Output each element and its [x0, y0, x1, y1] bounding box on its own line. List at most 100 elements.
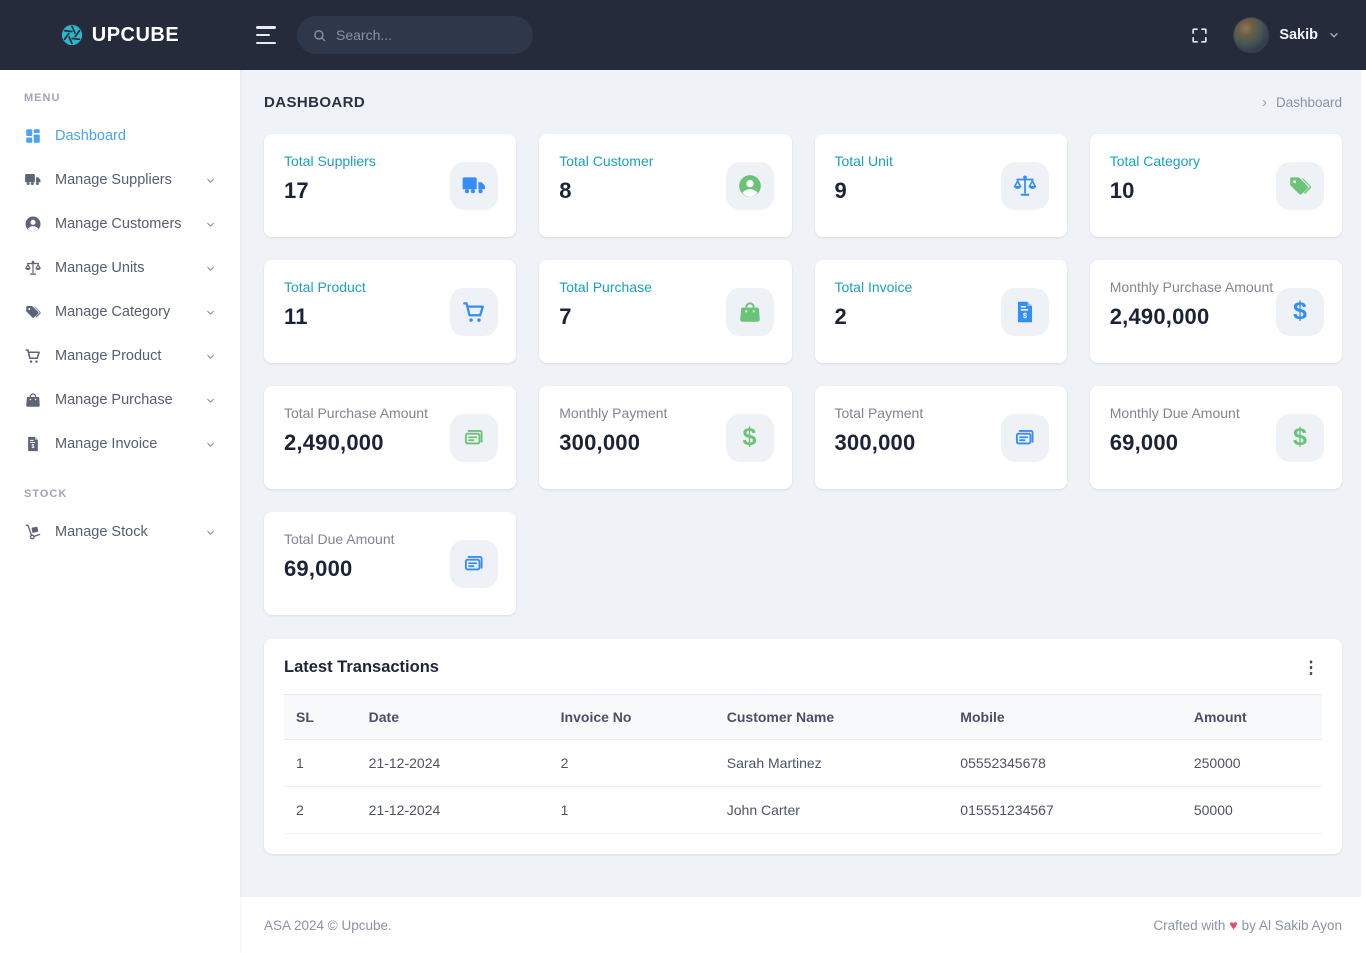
navbar-right: Sakib: [1190, 17, 1366, 53]
sidebar-item-dashboard[interactable]: Dashboard: [0, 114, 240, 158]
chevron-down-icon: [205, 219, 216, 230]
stat-card-title: Total Due Amount: [284, 531, 395, 547]
transactions-header: Latest Transactions ⋮: [284, 658, 1322, 677]
sidebar-item-label: Manage Category: [55, 304, 171, 320]
sidebar-item-manage-category[interactable]: Manage Category: [0, 290, 240, 334]
table-cell: 1: [548, 786, 715, 834]
table-row: 2 21-12-2024 1 John Carter 015551234567 50000: [284, 786, 1322, 834]
scale-icon: [1012, 173, 1038, 199]
cash-icon: [461, 551, 487, 577]
sidebar-item-label: Manage Customers: [55, 216, 182, 232]
stat-card-title: Total Customer: [559, 153, 654, 169]
cart-icon: [24, 347, 42, 365]
stat-card-value: 69,000: [1109, 430, 1179, 455]
stat-card-value: 7: [559, 304, 572, 329]
sidebar-item-label: Manage Units: [55, 260, 145, 276]
stat-card-total-customer: Total Customer 8: [539, 134, 792, 237]
transactions-title: Latest Transactions: [284, 658, 439, 676]
stat-card-total-category: Total Category 10: [1089, 134, 1342, 237]
sidebar-item-manage-customers[interactable]: Manage Customers: [0, 202, 240, 246]
stat-card-total-product: Total Product 11: [264, 260, 517, 363]
stat-card-icon-box: [1000, 413, 1049, 462]
menu-section-label: STOCK: [24, 488, 68, 500]
breadcrumb-link[interactable]: Dashboard: [1275, 94, 1342, 110]
cash-icon: [461, 425, 487, 451]
stat-card-value: 11: [284, 304, 308, 329]
latest-transactions-card: Latest Transactions ⋮ SL Date Invoice No Cu…: [264, 639, 1342, 854]
stat-card-total-purchase-amount: Total Purchase Amount 2,490,000: [264, 386, 517, 489]
sidebar-item-label: Manage Purchase: [55, 392, 173, 408]
stat-card-monthly-payment: Monthly Payment 300,000 $: [539, 386, 792, 489]
scrollbar[interactable]: [1361, 70, 1366, 953]
stat-card-icon-box: $: [1276, 287, 1324, 336]
stat-card-total-payment: Total Payment 300,000: [814, 386, 1067, 489]
stat-card-value: 2: [834, 304, 847, 329]
sidebar-item-manage-product[interactable]: Manage Product: [0, 334, 240, 378]
table-cell: 250000: [1181, 739, 1322, 787]
stat-card-total-invoice: Total Invoice 2 $: [814, 260, 1067, 363]
stat-card-icon-box: $: [1276, 413, 1324, 462]
stat-card-icon-box: $: [725, 413, 774, 462]
user-menu[interactable]: Sakib: [1233, 17, 1340, 53]
stat-card-title: Total Unit: [834, 153, 893, 169]
user-icon: [24, 215, 42, 233]
chevron-down-icon: [205, 395, 216, 406]
svg-text:$: $: [32, 444, 35, 450]
stat-card-monthly-purchase-amount: Monthly Purchase Amount 2,490,000 $: [1089, 260, 1342, 363]
top-navbar: UPCUBE Sakib: [0, 0, 1366, 70]
dollar-icon: $: [1293, 423, 1307, 451]
table-cell: 1: [284, 739, 357, 787]
tags-icon: [24, 303, 42, 321]
sidebar-menu: MENU Dashboard Manage Suppliers Manage Cust…: [0, 70, 240, 554]
chevron-down-icon: [205, 263, 216, 274]
page-header: DASHBOARD › Dashboard: [264, 70, 1342, 134]
aperture-logo-icon: [61, 24, 83, 46]
sidebar-item-manage-suppliers[interactable]: Manage Suppliers: [0, 158, 240, 202]
stat-card-total-purchase: Total Purchase 7: [539, 260, 792, 363]
table-header-amount: Amount: [1181, 694, 1322, 740]
stat-card-icon-box: [450, 539, 499, 588]
table-cell: 50000: [1181, 786, 1322, 834]
table-cell: 2: [284, 786, 357, 834]
dashboard-icon: [24, 127, 42, 145]
stat-card-title: Monthly Purchase Amount: [1109, 279, 1274, 295]
table-header-mobile: Mobile: [948, 694, 1182, 740]
dollar-icon: $: [742, 423, 757, 451]
chevron-down-icon: [205, 351, 216, 362]
brand-name: UPCUBE: [91, 23, 180, 46]
table-header-row: SL Date Invoice No Customer Name Mobile Amoun…: [284, 694, 1322, 740]
chevron-down-icon: [205, 439, 216, 450]
menu-section-label: MENU: [24, 92, 61, 104]
user-icon: [737, 173, 763, 199]
sidebar-item-manage-stock[interactable]: Manage Stock: [0, 510, 240, 554]
kebab-menu-icon[interactable]: ⋮: [1302, 658, 1320, 677]
stat-card-total-due-amount: Total Due Amount 69,000: [264, 512, 517, 615]
stat-card-value: 2,490,000: [284, 430, 384, 455]
sidebar-item-label: Manage Stock: [55, 524, 148, 540]
table-body: 1 21-12-2024 2 Sarah Martinez 05552345678 250…: [284, 739, 1322, 834]
brand[interactable]: UPCUBE: [0, 24, 240, 47]
tags-icon: [1287, 173, 1313, 199]
truck-icon: [24, 171, 42, 189]
stat-card-monthly-due-amount: Monthly Due Amount 69,000 $: [1089, 386, 1342, 489]
stat-card-icon-box: [725, 287, 774, 336]
search-input[interactable]: [336, 27, 518, 43]
table-header-sl: SL: [284, 694, 357, 740]
stat-card-title: Total Category: [1109, 153, 1201, 169]
menu-toggle-icon[interactable]: [256, 25, 282, 45]
stat-card-value: 69,000: [284, 556, 353, 581]
sidebar-item-manage-purchase[interactable]: Manage Purchase: [0, 378, 240, 422]
sidebar-item-label: Manage Product: [55, 348, 162, 364]
stat-card-title: Total Suppliers: [284, 153, 376, 169]
table-cell: 21-12-2024: [356, 786, 549, 834]
stat-card-icon-box: [1276, 161, 1324, 210]
stat-card-icon-box: [450, 287, 499, 336]
table-header-customer-name: Customer Name: [714, 694, 949, 740]
fullscreen-icon[interactable]: [1190, 26, 1209, 45]
bag-icon: [24, 391, 42, 409]
sidebar-item-manage-units[interactable]: Manage Units: [0, 246, 240, 290]
stat-card-icon-box: [450, 413, 499, 462]
stat-card-icon-box: [450, 161, 499, 210]
breadcrumb: › Dashboard: [1262, 95, 1342, 110]
sidebar-item-manage-invoice[interactable]: $ Manage Invoice: [0, 422, 240, 466]
